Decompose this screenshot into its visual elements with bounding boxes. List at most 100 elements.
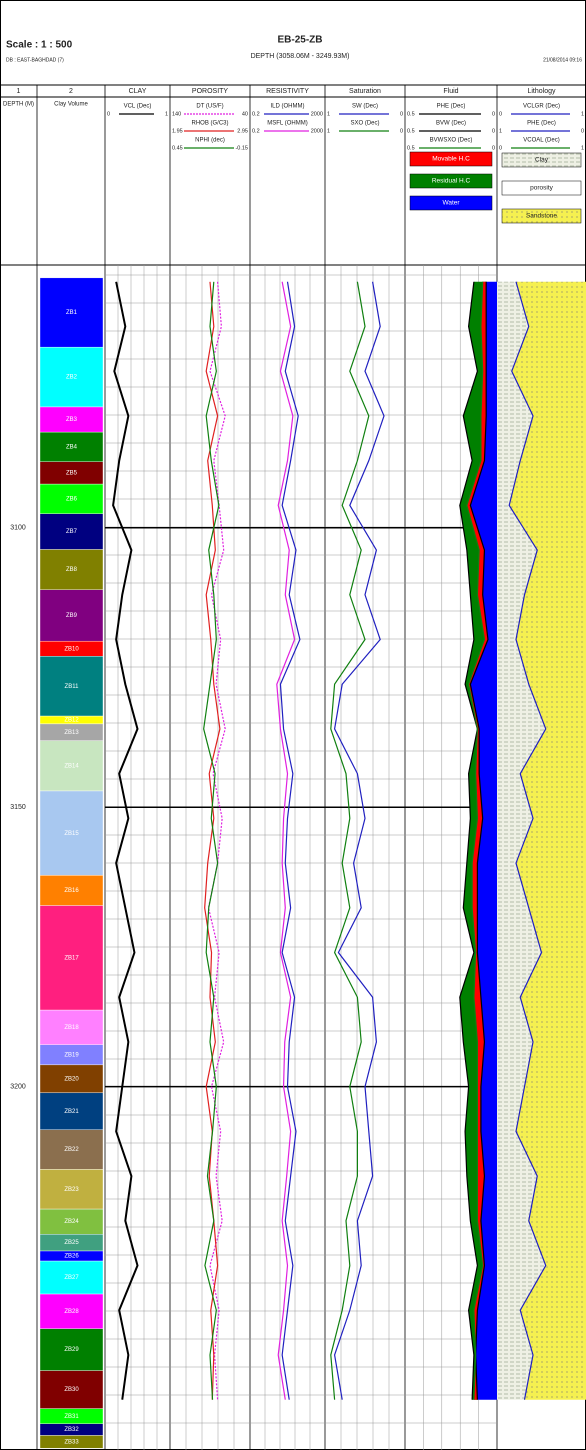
- track-label: DEPTH (M): [3, 102, 34, 108]
- zone-label: ZB33: [64, 1439, 79, 1445]
- zone: [39, 1260, 104, 1295]
- curve-name: VCL (Dec): [124, 104, 152, 110]
- scale-right: 1: [581, 145, 584, 151]
- zone-label: ZB22: [64, 1147, 79, 1153]
- zone-label: ZB7: [66, 529, 78, 535]
- zone: [39, 277, 104, 348]
- database: DB : EAST-BAGHDAD (7): [6, 57, 64, 63]
- zone-label: ZB9: [66, 613, 78, 619]
- scale-left: 0.2: [252, 111, 260, 117]
- track-title: CLAY: [129, 88, 147, 95]
- curve: [333, 281, 385, 1400]
- zone-label: ZB14: [64, 763, 79, 769]
- scale-right: 0: [492, 145, 495, 151]
- zone-label: ZB18: [64, 1025, 79, 1031]
- zone: [39, 1009, 104, 1045]
- track-title: Saturation: [349, 88, 381, 95]
- curve: [508, 281, 547, 1400]
- scale-left: 0.5: [407, 145, 415, 151]
- legend-label: Water: [442, 200, 460, 207]
- zone-label: ZB1: [66, 310, 78, 316]
- depth-label: 3200: [10, 1084, 26, 1091]
- zone-label: ZB23: [64, 1187, 79, 1193]
- curve-name: SXO (Dec): [350, 121, 379, 127]
- scale-right: 2.95: [237, 128, 248, 134]
- scale-left: 1: [499, 128, 502, 134]
- zone: [39, 1208, 104, 1235]
- curve-name: NPHI (dec): [195, 138, 225, 144]
- zone-label: ZB16: [64, 888, 79, 894]
- zone: [39, 589, 104, 642]
- scale-right: 1: [581, 111, 584, 117]
- scale-left: 140: [172, 111, 181, 117]
- curve-name: SW (Dec): [352, 104, 378, 110]
- zone: [39, 1092, 104, 1130]
- legend-label: porosity: [530, 185, 554, 192]
- scale-right: 0: [400, 111, 403, 117]
- scale-right: 40: [242, 111, 248, 117]
- track-title: 2: [69, 88, 73, 95]
- movable-hc: [466, 281, 488, 1400]
- curve: [112, 281, 139, 1400]
- zone-label: ZB8: [66, 567, 78, 573]
- curve: [207, 281, 226, 1400]
- zone-label: ZB17: [64, 955, 79, 961]
- zone-label: ZB25: [64, 1240, 79, 1246]
- scale-left: 0: [499, 145, 502, 151]
- curve: [276, 281, 296, 1400]
- zone: [39, 905, 104, 1011]
- scale-left: 1.95: [172, 128, 183, 134]
- scale-right: 1: [165, 111, 168, 117]
- title: EB-25-ZB: [277, 35, 322, 46]
- scale-left: 0.5: [407, 128, 415, 134]
- legend-label: Clay: [535, 157, 549, 164]
- zone: [39, 656, 104, 717]
- legend-box: [409, 195, 493, 211]
- zone: [39, 1435, 104, 1449]
- curve-name: MSFL (OHMM): [267, 121, 307, 127]
- zone: [39, 740, 104, 792]
- zone-label: ZB21: [64, 1109, 79, 1115]
- zone-label: ZB29: [64, 1347, 79, 1353]
- curve: [466, 281, 486, 1400]
- legend-box: [501, 152, 582, 168]
- scale-left: 0.45: [172, 145, 183, 151]
- track-title: Lithology: [527, 88, 556, 95]
- curve: [203, 281, 220, 1400]
- legend-label: Movable H.C: [432, 156, 470, 163]
- sand-fill: [509, 281, 586, 1400]
- curve-name: DT (US/F): [196, 104, 223, 110]
- zone: [39, 1169, 104, 1210]
- zone-label: ZB26: [64, 1254, 79, 1260]
- track-title: Fluid: [443, 88, 458, 95]
- zone: [39, 1370, 104, 1409]
- zone-label: ZB24: [64, 1219, 79, 1225]
- legend-box: [501, 208, 582, 224]
- zone: [39, 1129, 104, 1170]
- track-title: 1: [17, 88, 21, 95]
- zone: [39, 1064, 104, 1094]
- zone-label: ZB3: [66, 417, 78, 423]
- depth-label: 3150: [10, 804, 26, 811]
- legend-box: [409, 151, 493, 167]
- zone-label: ZB2: [66, 375, 78, 381]
- subtitle: DEPTH (3058.06M - 3249.93M): [251, 53, 350, 60]
- zone: [39, 875, 104, 906]
- scale-left: 0: [107, 111, 110, 117]
- legend-box: [501, 180, 582, 196]
- track-title: POROSITY: [192, 88, 229, 95]
- zone: [39, 483, 104, 514]
- zone-label: ZB28: [64, 1309, 79, 1315]
- scale-left: 1: [327, 111, 330, 117]
- curve: [330, 281, 370, 1400]
- zone-label: ZB12: [64, 718, 79, 724]
- scale-right: 0: [400, 128, 403, 134]
- zone-label: ZB13: [64, 730, 79, 736]
- legend-box: [409, 173, 493, 189]
- zone: [39, 790, 104, 876]
- scale-right: 0: [492, 111, 495, 117]
- zone-label: ZB6: [66, 497, 78, 503]
- track-title: RESISTIVITY: [266, 88, 309, 95]
